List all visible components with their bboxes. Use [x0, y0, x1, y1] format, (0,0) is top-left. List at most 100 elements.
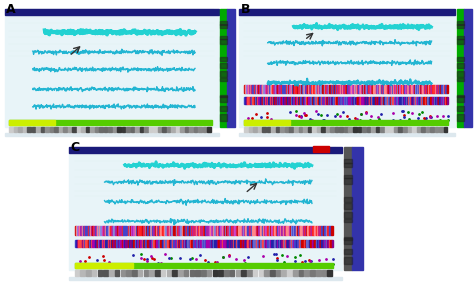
Bar — [274, 226, 275, 235]
Bar — [279, 97, 280, 104]
Bar — [69, 153, 342, 270]
Bar — [277, 85, 278, 93]
Bar — [427, 85, 428, 93]
Bar — [294, 85, 295, 93]
Bar — [135, 127, 139, 132]
Bar — [219, 226, 220, 235]
Bar — [427, 97, 428, 104]
Bar — [287, 270, 292, 276]
Bar — [281, 85, 282, 93]
Bar — [343, 97, 344, 104]
Bar — [336, 85, 337, 93]
Bar — [379, 85, 380, 93]
Bar — [124, 239, 125, 246]
Bar — [318, 97, 319, 104]
Bar — [5, 132, 219, 136]
Bar — [377, 85, 378, 93]
Bar — [243, 226, 244, 235]
Bar — [97, 226, 98, 235]
Bar — [412, 127, 416, 132]
Bar — [211, 239, 212, 246]
Bar — [144, 127, 148, 132]
Bar — [353, 127, 356, 132]
Bar — [124, 226, 125, 235]
Bar — [263, 85, 264, 93]
Bar — [335, 85, 336, 93]
Bar — [273, 97, 274, 104]
Bar — [69, 277, 342, 280]
Bar — [361, 85, 362, 93]
Bar — [76, 226, 77, 235]
Bar — [213, 226, 214, 235]
Bar — [373, 97, 374, 104]
Bar — [273, 85, 274, 93]
Bar — [166, 270, 171, 276]
Bar — [304, 97, 305, 104]
Bar — [244, 120, 291, 125]
Bar — [282, 85, 283, 93]
Bar — [285, 239, 286, 246]
Bar — [98, 239, 99, 246]
Bar — [307, 239, 309, 246]
Bar — [311, 97, 312, 104]
Bar — [371, 127, 375, 132]
Bar — [344, 249, 352, 254]
Bar — [434, 85, 435, 93]
Bar — [464, 10, 472, 127]
Bar — [332, 97, 333, 104]
Bar — [131, 127, 134, 132]
Bar — [179, 226, 181, 235]
Bar — [139, 239, 140, 246]
Bar — [264, 226, 265, 235]
Bar — [295, 97, 296, 104]
Bar — [218, 226, 219, 235]
Bar — [258, 85, 259, 93]
Bar — [321, 127, 325, 132]
Bar — [319, 85, 320, 93]
Bar — [321, 85, 322, 93]
Bar — [169, 226, 170, 235]
Bar — [294, 97, 295, 104]
Bar — [399, 127, 402, 132]
Bar — [319, 97, 320, 104]
Bar — [250, 226, 251, 235]
Bar — [77, 127, 81, 132]
Bar — [219, 270, 223, 276]
Bar — [372, 85, 373, 93]
Bar — [219, 63, 227, 68]
Bar — [99, 127, 103, 132]
Bar — [400, 85, 401, 93]
Bar — [190, 226, 191, 235]
Bar — [105, 226, 106, 235]
Bar — [254, 85, 255, 93]
Bar — [298, 85, 299, 93]
Bar — [108, 226, 109, 235]
Bar — [101, 226, 103, 235]
Bar — [171, 127, 175, 132]
Bar — [205, 239, 206, 246]
Bar — [362, 85, 363, 93]
Bar — [394, 85, 395, 93]
Bar — [264, 239, 265, 246]
Bar — [262, 226, 263, 235]
Bar — [436, 97, 437, 104]
Bar — [260, 85, 261, 93]
Bar — [269, 97, 270, 104]
Bar — [91, 239, 92, 246]
Bar — [308, 127, 311, 132]
Bar — [162, 239, 163, 246]
Bar — [347, 85, 348, 93]
Bar — [330, 127, 334, 132]
Bar — [399, 85, 400, 93]
Bar — [307, 85, 308, 93]
Bar — [291, 97, 292, 104]
Bar — [426, 127, 429, 132]
Bar — [365, 85, 366, 93]
Bar — [248, 226, 250, 235]
Bar — [305, 226, 306, 235]
Bar — [337, 97, 338, 104]
Bar — [456, 38, 464, 44]
Bar — [456, 24, 464, 28]
Bar — [372, 97, 373, 104]
Bar — [219, 78, 227, 81]
